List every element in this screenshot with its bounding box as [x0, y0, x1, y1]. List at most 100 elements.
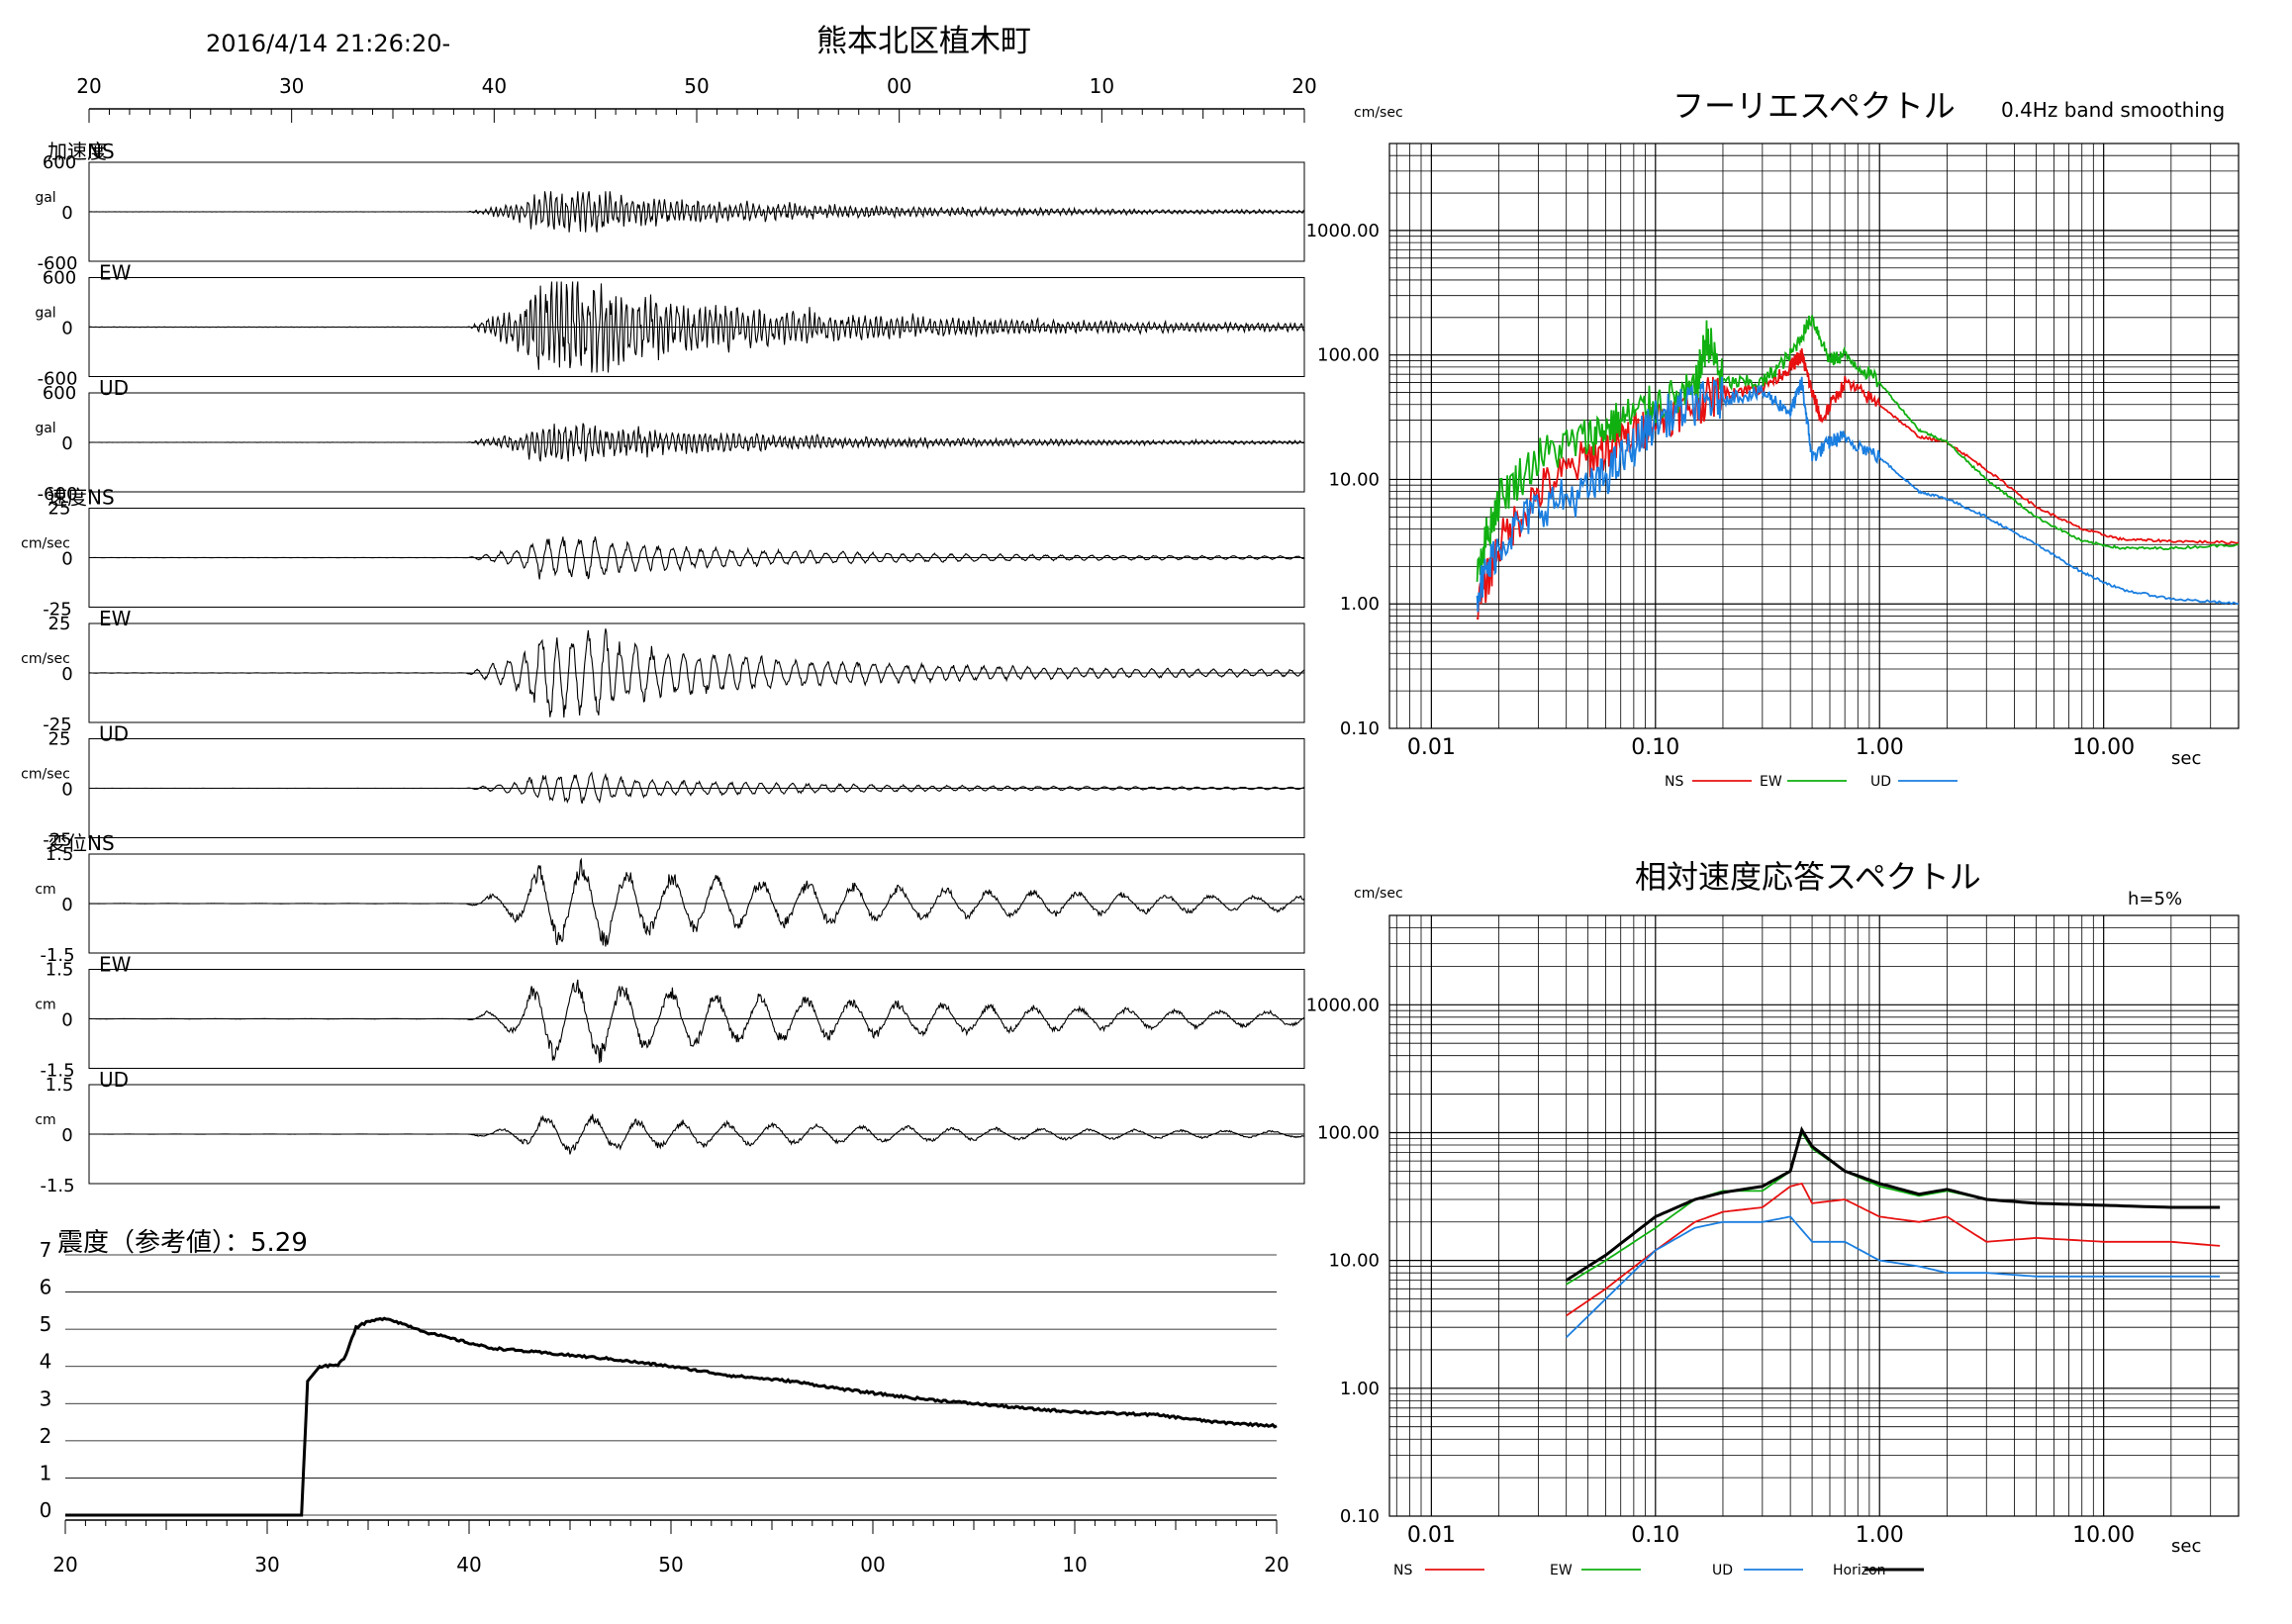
- waveform-trace: [89, 191, 1305, 233]
- station-name: 熊本北区植木町: [816, 24, 1031, 59]
- intensity-y-tick-label: 0: [40, 1498, 52, 1522]
- axis-max-label: 25: [48, 499, 71, 520]
- intensity-y-tick-label: 1: [40, 1461, 52, 1484]
- fourier-chart: 0.10 1.00 10.00 100.00 1000.00 0.01 0.10 1.00 10…: [1306, 143, 2240, 790]
- unit-label: gal: [35, 306, 55, 322]
- intensity-y-tick-label: 4: [40, 1350, 52, 1374]
- unit-label: gal: [35, 190, 55, 206]
- axis-min-label: -25: [43, 600, 71, 621]
- waveform-trace: [88, 1113, 1305, 1155]
- waveform-panel-acc-ew: 600 0 -600 gal EW: [35, 261, 1305, 390]
- waveform-time-axis: 20 30 40 50 00 10 20: [76, 74, 1317, 123]
- channel-label: NS: [87, 486, 115, 510]
- waveform-trace: [88, 628, 1305, 718]
- group-label: 速度: [48, 486, 87, 510]
- y-tick-label: 1000.00: [1306, 995, 1380, 1015]
- axis-max-label: 1.5: [46, 960, 74, 981]
- waveform-panel-disp-ud: 1.5 0 -1.5 cm UD: [35, 1068, 1305, 1196]
- time-axis-tick-label: 00: [887, 74, 911, 98]
- waveform-trace: [89, 423, 1305, 462]
- axis-zero-label: 0: [61, 780, 72, 801]
- waveform-panel-vel-ew: 25 0 -25 cm/sec EW: [21, 607, 1305, 735]
- x-tick-label: 0.01: [1407, 735, 1456, 760]
- intensity-y-tick-label: 7: [40, 1238, 52, 1262]
- axis-zero-label: 0: [61, 433, 72, 454]
- time-axis-tick-label: 20: [76, 74, 101, 98]
- intensity-chart: 0 1 2 3 4 5 6 7 20 30 40 50 00 10 20: [40, 1238, 1289, 1576]
- waveform-trace: [89, 771, 1305, 805]
- channel-label: NS: [87, 831, 115, 855]
- unit-label: cm: [35, 998, 55, 1013]
- x-unit-label: sec: [2171, 1536, 2201, 1557]
- axis-zero-label: 0: [61, 895, 72, 915]
- plot-frame: [1388, 143, 2240, 729]
- intensity-x-tick-label: 30: [254, 1553, 279, 1576]
- channel-label: UD: [99, 722, 129, 746]
- time-axis-tick-label: 40: [482, 74, 507, 98]
- waveform-panel-vel-ns: 25 0 -25 cm/sec 速度 NS: [21, 486, 1305, 621]
- waveform-panels: 6000-600gal加速度NS6000-600galEW6000-600gal…: [21, 140, 1305, 1196]
- intensity-y-tick-label: 2: [40, 1424, 52, 1448]
- series-horizon-line: [1565, 1125, 2221, 1282]
- group-label: 加速度: [48, 140, 107, 163]
- time-axis-tick-label: 30: [279, 74, 304, 98]
- legend-label: UD: [1712, 1563, 1733, 1578]
- y-tick-label: 100.00: [1317, 345, 1380, 366]
- channel-label: NS: [87, 140, 115, 163]
- waveform-trace: [88, 281, 1305, 373]
- response-title: 相対速度応答スペクトル: [1635, 858, 1981, 896]
- x-tick-label: 0.10: [1631, 735, 1679, 760]
- axis-max-label: 600: [43, 152, 76, 173]
- fourier-smoothing-note: 0.4Hz band smoothing: [2001, 98, 2225, 122]
- y-tick-label: 1000.00: [1306, 221, 1380, 241]
- plot-frame: [1388, 914, 2240, 1517]
- response-damping-label: h=5%: [2128, 889, 2182, 909]
- unit-label: cm: [35, 1112, 55, 1128]
- axis-min-label: -1.5: [40, 1061, 74, 1082]
- axis-max-label: 25: [48, 729, 71, 750]
- waveform-trace: [89, 979, 1305, 1064]
- intensity-x-tick-label: 20: [52, 1553, 77, 1576]
- legend-label: EW: [1760, 774, 1782, 790]
- unit-label: cm: [35, 882, 55, 898]
- waveform-panel-disp-ns: 1.5 0 -1.5 cm 変位 NS: [35, 831, 1305, 966]
- axis-min-label: -600: [38, 484, 78, 505]
- unit-label: gal: [35, 421, 55, 436]
- axis-min-label: -25: [43, 830, 71, 851]
- intensity-x-tick-label: 50: [658, 1553, 683, 1576]
- axis-max-label: 600: [43, 268, 76, 289]
- legend-label: NS: [1393, 1563, 1412, 1578]
- series-ud-line: [1476, 376, 2240, 613]
- group-label: 変位: [48, 831, 87, 855]
- axis-max-label: 600: [43, 383, 76, 404]
- x-tick-label: 0.01: [1407, 1523, 1456, 1548]
- fourier-title: フーリエスペクトル: [1672, 87, 1956, 125]
- waveform-trace: [89, 857, 1305, 947]
- axis-min-label: -25: [43, 715, 71, 735]
- axis-max-label: 25: [48, 614, 71, 634]
- intensity-x-tick-label: 20: [1264, 1553, 1289, 1576]
- intensity-x-tick-label: 00: [860, 1553, 885, 1576]
- channel-label: UD: [99, 376, 129, 400]
- y-tick-label: 10.00: [1328, 469, 1380, 490]
- channel-label: EW: [99, 261, 132, 285]
- y-tick-label: 1.00: [1340, 594, 1380, 615]
- y-tick-label: 10.00: [1328, 1251, 1380, 1272]
- intensity-x-tick-label: 40: [456, 1553, 481, 1576]
- axis-zero-label: 0: [61, 1125, 72, 1146]
- axis-zero-label: 0: [61, 549, 72, 570]
- y-tick-label: 0.10: [1340, 718, 1380, 739]
- fourier-unit-label: cm/sec: [1354, 105, 1403, 121]
- legend-label: EW: [1550, 1563, 1573, 1578]
- axis-zero-label: 0: [61, 664, 72, 685]
- x-tick-label: 1.00: [1856, 735, 1904, 760]
- series-ew-line: [1476, 315, 2240, 582]
- waveform-panel-acc-ud: 600 0 -600 gal UD: [35, 376, 1305, 505]
- axis-zero-label: 0: [61, 319, 72, 339]
- x-tick-label: 1.00: [1856, 1523, 1904, 1548]
- channel-label: UD: [99, 1068, 129, 1092]
- axis-min-label: -600: [38, 369, 78, 390]
- channel-label: EW: [99, 953, 132, 977]
